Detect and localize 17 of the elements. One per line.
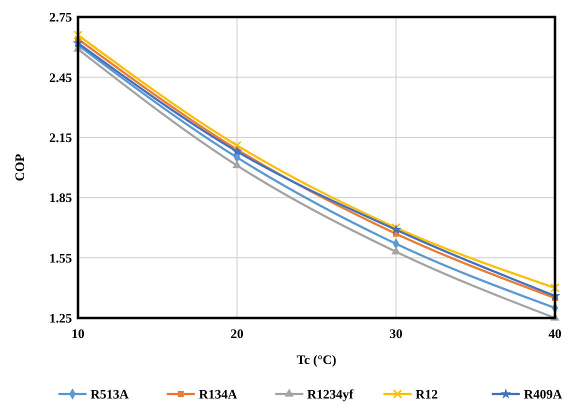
legend-label: R513A [90, 386, 130, 402]
y-tick-label: 2.15 [49, 130, 72, 145]
y-tick-label: 2.45 [49, 70, 72, 85]
legend-label: R12 [416, 386, 438, 402]
y-tick-label: 1.85 [49, 190, 72, 206]
legend-label: R1234yf [307, 386, 354, 402]
x-tick-label: 20 [230, 326, 244, 341]
y-tick-label: 1.55 [49, 250, 72, 266]
x-tick-label: 40 [548, 326, 562, 341]
x-tick-label: 10 [72, 326, 84, 341]
x-tick-label: 30 [390, 326, 402, 341]
y-tick-label: 2.75 [49, 10, 72, 25]
y-tick-label: 1.25 [49, 310, 72, 326]
x-axis-title: Tc (°C) [296, 352, 336, 367]
y-axis-title: COP [12, 154, 27, 182]
legend-label: R134A [198, 386, 238, 402]
legend-label: R409A [524, 386, 563, 402]
